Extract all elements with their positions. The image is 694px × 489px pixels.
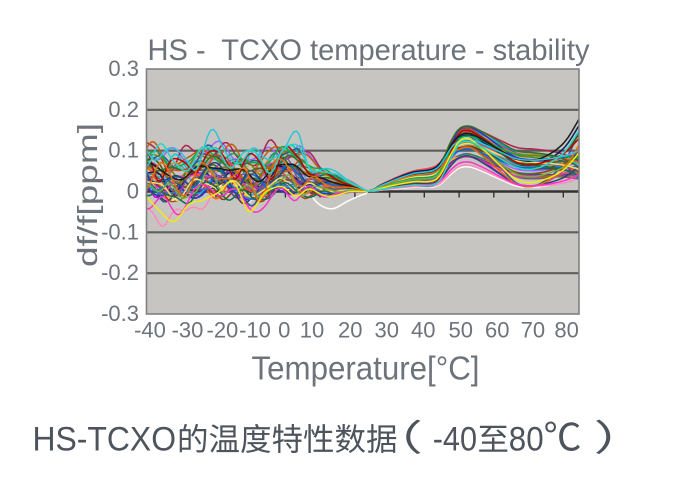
svg-text:-30: -30: [172, 318, 204, 343]
svg-text:-0.2: -0.2: [101, 260, 139, 285]
svg-text:-20: -20: [207, 318, 239, 343]
svg-text:-0.3: -0.3: [101, 301, 139, 326]
svg-text:80: 80: [509, 421, 544, 459]
svg-text:-40: -40: [134, 318, 166, 343]
svg-text:0.3: 0.3: [108, 56, 139, 81]
svg-text:Temperature[°C]: Temperature[°C]: [252, 350, 480, 387]
svg-text:50: 50: [449, 318, 473, 343]
svg-text:HS-TCXO: HS-TCXO: [33, 421, 177, 459]
svg-text:0: 0: [278, 318, 290, 343]
svg-text:0.1: 0.1: [108, 138, 139, 163]
svg-text:HS - TCXO temperature - stabi: HS - TCXO temperature - stability: [148, 34, 590, 67]
svg-text:-10: -10: [239, 318, 271, 343]
svg-text:60: 60: [485, 318, 509, 343]
svg-text:-40: -40: [433, 421, 477, 459]
svg-text:0: 0: [127, 179, 139, 204]
svg-text:df/f[ppm]: df/f[ppm]: [72, 123, 103, 267]
svg-text:10: 10: [300, 318, 324, 343]
svg-text:-0.1: -0.1: [101, 219, 139, 244]
svg-text:30: 30: [375, 318, 399, 343]
svg-text:70: 70: [521, 318, 545, 343]
svg-text:80: 80: [554, 318, 578, 343]
svg-text:0.2: 0.2: [108, 97, 139, 122]
svg-text:20: 20: [338, 318, 362, 343]
svg-text:40: 40: [411, 318, 435, 343]
